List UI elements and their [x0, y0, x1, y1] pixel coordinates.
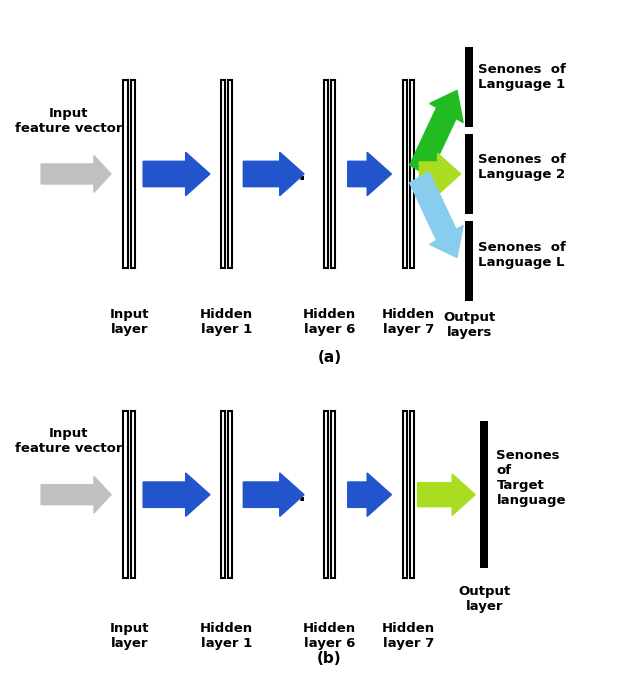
- Text: Hidden
layer 6: Hidden layer 6: [303, 308, 356, 336]
- Bar: [465, 47, 473, 128]
- Text: Senones  of
Language 2: Senones of Language 2: [478, 153, 566, 181]
- Text: (b): (b): [317, 651, 342, 666]
- Text: . . .: . . .: [268, 164, 306, 184]
- FancyArrow shape: [41, 476, 111, 513]
- FancyArrow shape: [419, 153, 461, 194]
- FancyArrow shape: [143, 473, 210, 516]
- FancyArrow shape: [348, 152, 392, 196]
- FancyArrow shape: [143, 152, 210, 196]
- Bar: [331, 411, 335, 578]
- Bar: [465, 134, 473, 214]
- Bar: [124, 411, 127, 578]
- Text: Input
layer: Input layer: [109, 621, 149, 650]
- Text: Input
feature vector: Input feature vector: [15, 427, 122, 455]
- Text: Input
feature vector: Input feature vector: [15, 106, 122, 134]
- FancyArrow shape: [243, 473, 304, 516]
- FancyArrow shape: [410, 91, 463, 176]
- Bar: [403, 411, 407, 578]
- Text: Hidden
layer 1: Hidden layer 1: [200, 621, 253, 650]
- Bar: [221, 411, 225, 578]
- Bar: [131, 80, 135, 267]
- Bar: [331, 80, 335, 267]
- FancyArrow shape: [41, 155, 111, 192]
- Text: (a): (a): [317, 350, 342, 365]
- Text: Output
layer: Output layer: [458, 585, 511, 613]
- FancyArrow shape: [417, 474, 476, 516]
- Text: Hidden
layer 7: Hidden layer 7: [382, 308, 435, 336]
- Bar: [410, 411, 414, 578]
- Bar: [410, 80, 414, 267]
- Text: . . .: . . .: [268, 485, 306, 505]
- Bar: [131, 411, 135, 578]
- Bar: [324, 411, 328, 578]
- Bar: [124, 80, 127, 267]
- Text: Hidden
layer 1: Hidden layer 1: [200, 308, 253, 336]
- Bar: [221, 80, 225, 267]
- Text: Hidden
layer 6: Hidden layer 6: [303, 621, 356, 650]
- FancyArrow shape: [410, 172, 463, 258]
- FancyArrow shape: [243, 152, 304, 196]
- Text: Senones  of
Language L: Senones of Language L: [478, 241, 566, 269]
- Text: Senones  of
Language 1: Senones of Language 1: [478, 63, 566, 91]
- Bar: [324, 80, 328, 267]
- Bar: [465, 221, 473, 301]
- Bar: [481, 421, 488, 568]
- FancyArrow shape: [348, 473, 392, 516]
- Text: Output
layers: Output layers: [443, 311, 495, 339]
- Text: Hidden
layer 7: Hidden layer 7: [382, 621, 435, 650]
- Text: Senones
of
Target
language: Senones of Target language: [497, 449, 566, 507]
- Bar: [228, 80, 232, 267]
- Bar: [403, 80, 407, 267]
- Bar: [228, 411, 232, 578]
- Text: Input
layer: Input layer: [109, 308, 149, 336]
